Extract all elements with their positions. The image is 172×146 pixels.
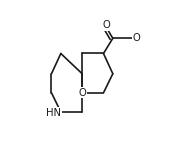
Text: O: O: [132, 33, 140, 43]
Text: O: O: [102, 20, 110, 30]
Text: O: O: [78, 88, 86, 98]
Text: HN: HN: [46, 107, 61, 118]
